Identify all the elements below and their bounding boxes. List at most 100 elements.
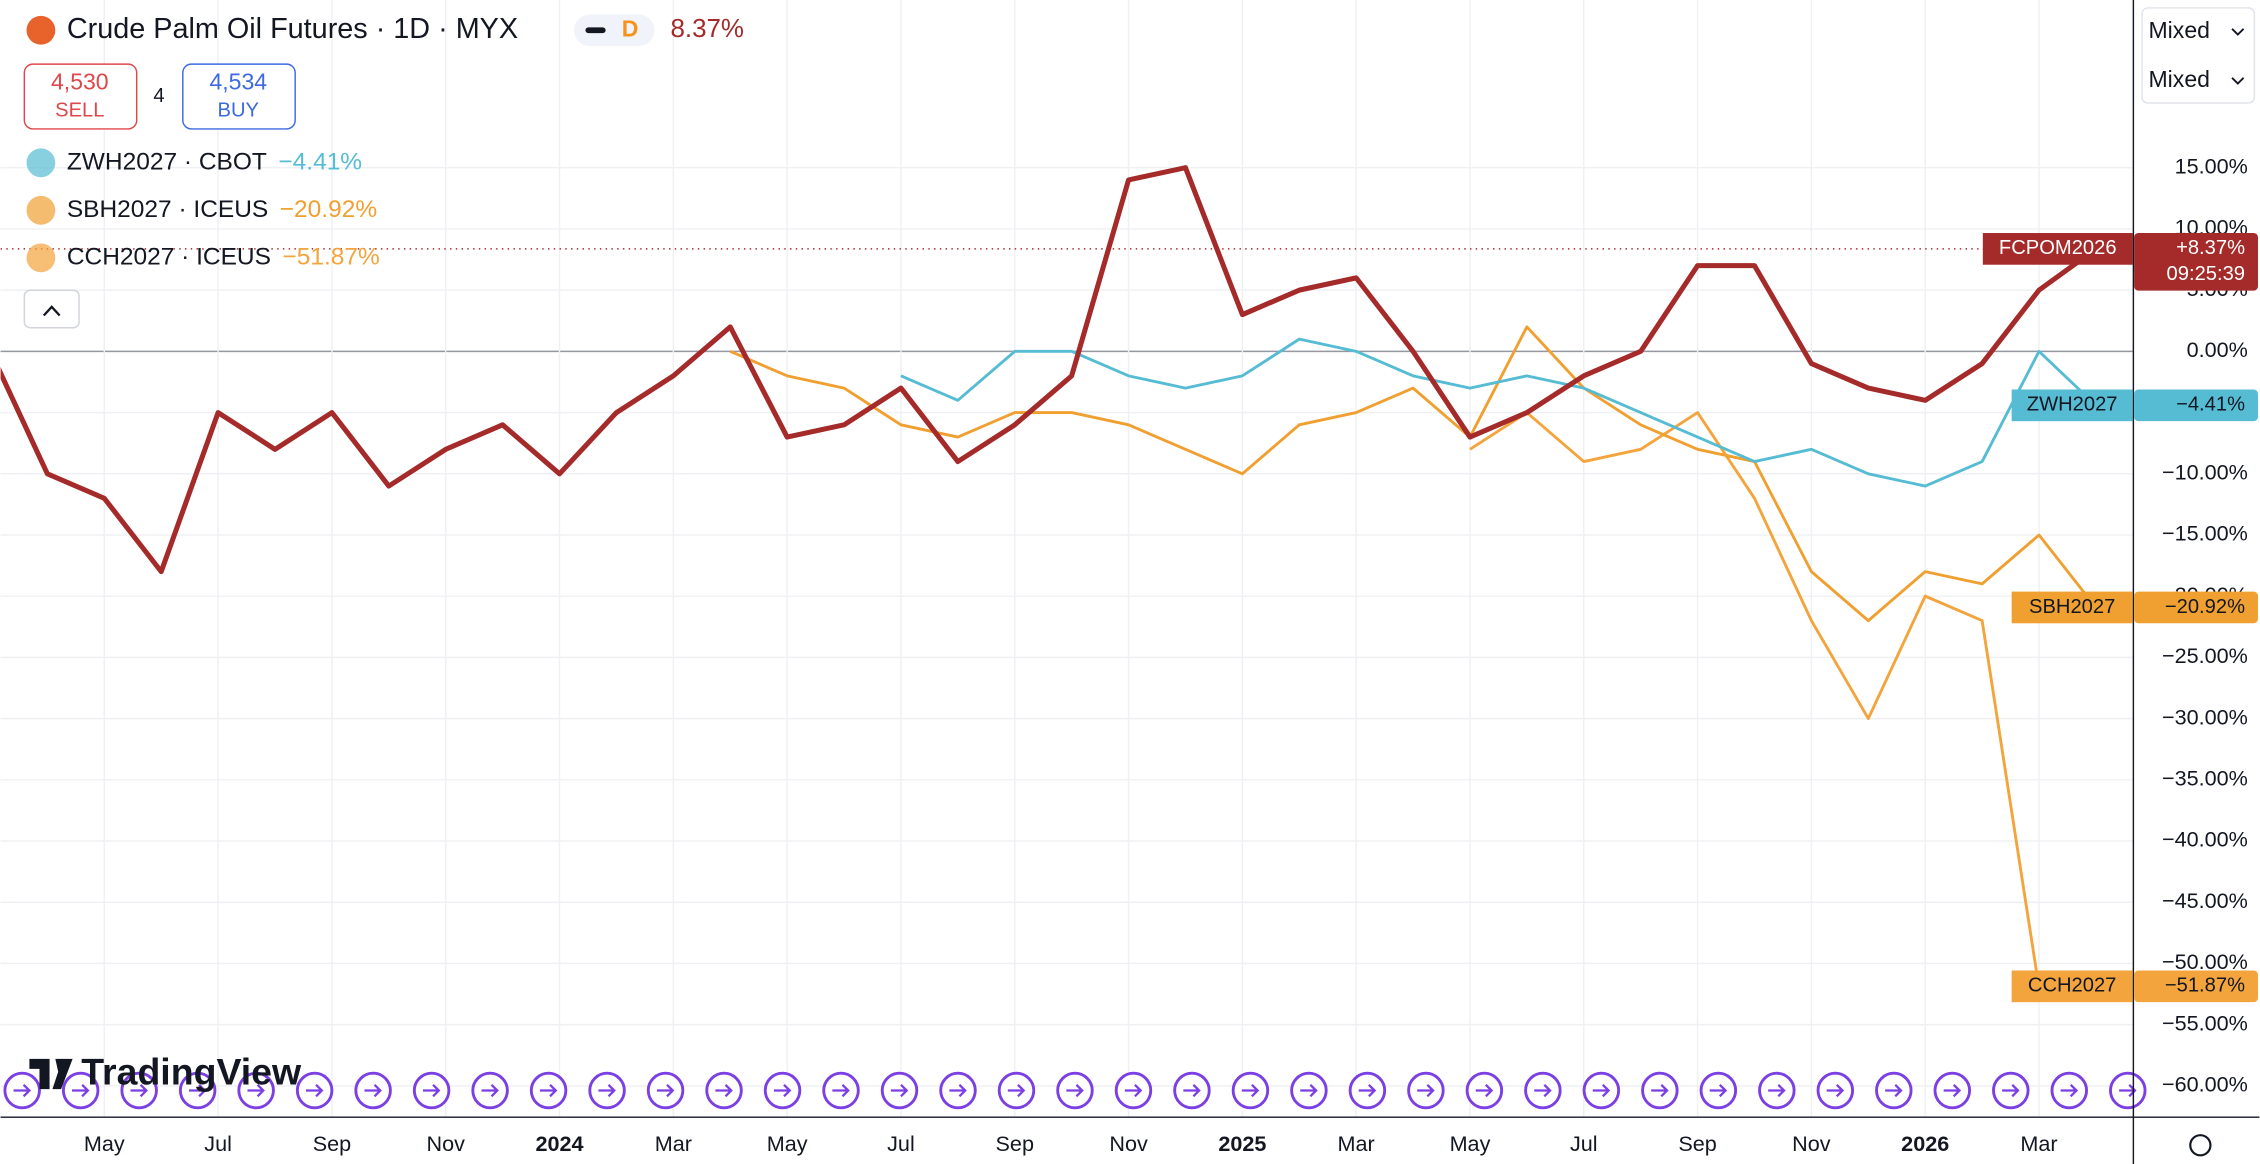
scale-mode[interactable]: Mixed	[2149, 66, 2210, 92]
x-tick-label: May	[1450, 1131, 1491, 1156]
price-tag	[2134, 591, 2258, 624]
event-marker-icon	[1300, 1083, 1318, 1098]
event-marker-icon	[832, 1083, 850, 1098]
series-line	[0, 165, 2098, 575]
event-marker-icon	[1124, 1083, 1143, 1098]
event-marker-icon	[656, 1083, 675, 1098]
event-marker-icon	[1885, 1083, 1903, 1098]
logo-text: TradingView	[81, 1051, 302, 1093]
x-tick-label: Nov	[427, 1131, 466, 1156]
series-tag	[2011, 389, 2133, 422]
event-marker-icon	[1183, 1083, 1201, 1098]
series-line	[900, 337, 2097, 488]
buy-label: BUY	[218, 99, 259, 121]
price-tag-value: −4.41%	[2176, 394, 2245, 416]
series-tag	[2011, 970, 2133, 1003]
event-marker-icon	[949, 1083, 967, 1098]
plot	[0, 165, 2133, 990]
sell-button[interactable]	[23, 63, 138, 130]
event-marker-icon	[1826, 1083, 1845, 1098]
series-tag-name: SBH2027	[2029, 596, 2115, 618]
x-tick-label: Nov	[1109, 1131, 1148, 1156]
price-tag-value: −20.92%	[2165, 596, 2245, 618]
event-marker-icon	[189, 1083, 207, 1098]
legend-icon	[26, 195, 56, 225]
event-marker-icon	[890, 1083, 909, 1098]
y-tick-label: −35.00%	[2162, 766, 2248, 791]
event-marker-icon	[13, 1083, 32, 1098]
y-tick-label: −55.00%	[2162, 1010, 2248, 1035]
logo-mark	[29, 1058, 73, 1090]
event-marker-icon	[2002, 1083, 2020, 1098]
countdown: 09:25:39	[2167, 263, 2245, 285]
event-marker-icon	[481, 1083, 499, 1098]
event-marker-icon	[1651, 1083, 1669, 1098]
settings-icon[interactable]	[2189, 1134, 2212, 1157]
dropdown-icon	[2231, 77, 2245, 85]
x-tick-label: Sep	[1678, 1131, 1716, 1156]
y-tick-label: −60.00%	[2162, 1072, 2248, 1097]
x-tick-label: Nov	[1792, 1131, 1831, 1156]
event-marker-icon	[1943, 1083, 1962, 1098]
event-marker-icon	[2119, 1083, 2137, 1098]
event-marker-icon	[1768, 1083, 1786, 1098]
legend-change: −4.41%	[278, 148, 362, 175]
y-tick-label: −15.00%	[2162, 521, 2248, 546]
collapse-button[interactable]	[23, 289, 80, 329]
scale-mode[interactable]: Mixed	[2149, 17, 2210, 43]
legend-name[interactable]: SBH2027 · ICEUS	[67, 196, 268, 223]
dropdown-icon	[2231, 28, 2245, 36]
event-marker-icon	[598, 1083, 616, 1098]
x-tick-label: 2025	[1218, 1131, 1266, 1156]
x-tick-label: 2026	[1901, 1131, 1949, 1156]
price-tag	[2134, 233, 2258, 291]
y-tick-label: −30.00%	[2162, 704, 2248, 729]
sell-price: 4,530	[51, 69, 109, 95]
x-tick-label: 2024	[536, 1131, 584, 1156]
price-tag-value: +8.37%	[2176, 237, 2245, 259]
event-marker-icon	[1066, 1083, 1084, 1098]
legend-name[interactable]: CCH2027 · ICEUS	[67, 243, 271, 270]
event-marker-icon	[305, 1083, 324, 1098]
x-tick-label: Jul	[887, 1131, 915, 1156]
x-tick-label: Mar	[2020, 1131, 2057, 1156]
spread: 4	[153, 85, 164, 107]
series-line	[1469, 411, 2096, 990]
x-tick-label: Jul	[1570, 1131, 1598, 1156]
x-tick-label: Mar	[1338, 1131, 1375, 1156]
buy-button[interactable]	[182, 63, 296, 130]
legend-icon	[26, 243, 56, 273]
event-marker-icon	[1417, 1083, 1435, 1098]
symbol-icon	[26, 15, 56, 45]
event-marker-icon	[364, 1083, 382, 1098]
x-tick-label: May	[84, 1131, 125, 1156]
y-tick-label: −50.00%	[2162, 949, 2248, 974]
event-marker-icon	[422, 1083, 441, 1098]
event-marker-icon	[773, 1083, 792, 1098]
series-line	[729, 325, 2098, 623]
series-tag-name: ZWH2027	[2027, 394, 2118, 416]
legend-name[interactable]: ZWH2027 · CBOT	[67, 148, 267, 175]
overlay: Crude Palm Oil Futures · 1D · MYX D 8.37…	[23, 7, 2258, 1157]
y-tick-label: −40.00%	[2162, 827, 2248, 852]
x-tick-label: Sep	[313, 1131, 351, 1156]
legend-change: −51.87%	[282, 243, 379, 270]
series-tag	[1982, 233, 2133, 265]
event-marker-icon	[539, 1083, 558, 1098]
series-tag-name: FCPOM2026	[1999, 237, 2117, 259]
y-tick-label: 15.00%	[2175, 153, 2248, 178]
y-tick-label: −10.00%	[2162, 459, 2248, 484]
price-tag	[2134, 970, 2258, 1003]
status-pill[interactable]	[573, 14, 655, 47]
collapse-icon	[42, 305, 61, 317]
event-marker-icon	[247, 1083, 265, 1098]
event-marker-icon	[72, 1083, 90, 1098]
y-tick-label: −45.00%	[2162, 888, 2248, 913]
event-marker-icon	[1592, 1083, 1611, 1098]
event-marker-icon	[1358, 1083, 1377, 1098]
y-tick-label: 0.00%	[2187, 337, 2248, 362]
series-tag-name: CCH2027	[2028, 975, 2117, 997]
